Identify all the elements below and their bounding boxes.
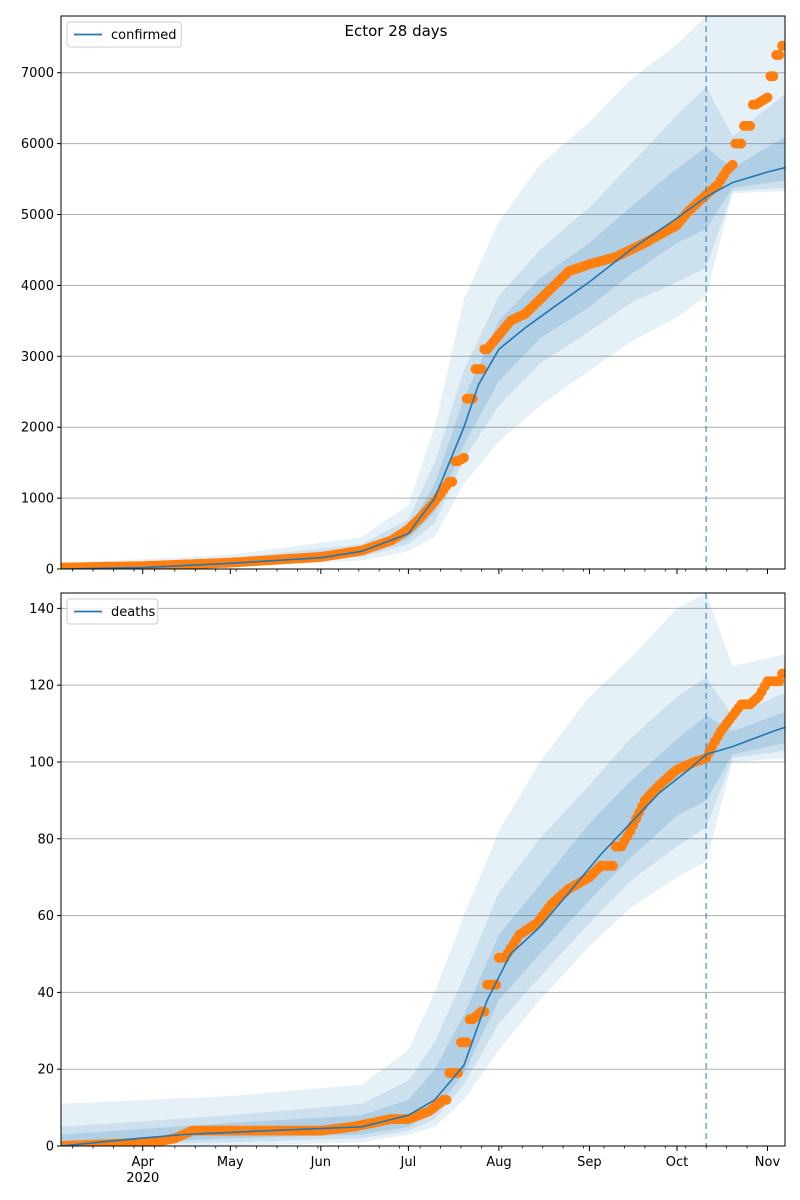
observed-point bbox=[441, 1094, 452, 1105]
observed-point bbox=[736, 138, 747, 149]
x-tick-label: Nov bbox=[755, 1155, 781, 1170]
legend-label: deaths bbox=[111, 605, 156, 620]
plot-area bbox=[61, 593, 785, 1146]
uncertainty-band-mid bbox=[61, 677, 785, 1146]
observed-point bbox=[461, 1037, 472, 1048]
y-tick-label: 0 bbox=[46, 563, 54, 578]
y-tick-label: 6000 bbox=[21, 137, 54, 152]
observed-point bbox=[777, 40, 785, 51]
uncertainty-band-inner bbox=[61, 136, 785, 569]
model-median-line bbox=[61, 726, 785, 1146]
x-year-label: 2020 bbox=[126, 1171, 159, 1186]
observed-point bbox=[762, 92, 773, 103]
chart-panel-2: 0 20 40 60 80 100 120 140 Apr May Jun Jul Aug Sep Oct N… bbox=[29, 592, 786, 1186]
observed-point bbox=[768, 71, 779, 82]
observed-point bbox=[745, 120, 755, 131]
x-tick-label: Apr bbox=[131, 1155, 154, 1170]
observed-point bbox=[774, 50, 785, 60]
plot-area bbox=[61, 16, 785, 569]
legend: confirmed bbox=[66, 21, 182, 48]
x-tick-label: Sep bbox=[577, 1155, 602, 1170]
y-tick-label: 120 bbox=[29, 679, 54, 694]
y-tick-label: 60 bbox=[37, 909, 54, 924]
observed-point bbox=[447, 476, 458, 487]
x-tick-label: Oct bbox=[666, 1155, 688, 1170]
y-tick-label: 140 bbox=[29, 602, 54, 617]
chart-title: Ector 28 days bbox=[345, 22, 448, 40]
y-tick-label: 7000 bbox=[21, 66, 54, 81]
y-tick-label: 1000 bbox=[21, 492, 54, 507]
observed-point bbox=[458, 452, 469, 463]
y-tick-label: 20 bbox=[37, 1063, 54, 1078]
uncertainty-band-inner bbox=[61, 712, 785, 1146]
y-tick-label: 3000 bbox=[21, 350, 54, 365]
y-tick-label: 4000 bbox=[21, 279, 54, 294]
y-tick-label: 100 bbox=[29, 755, 54, 770]
observed-point bbox=[476, 364, 487, 375]
x-tick-label: May bbox=[217, 1155, 244, 1170]
x-tick-label: Jul bbox=[400, 1155, 417, 1170]
y-tick-label: 40 bbox=[37, 986, 54, 1001]
observed-point bbox=[607, 860, 618, 871]
legend: deaths bbox=[66, 598, 159, 625]
legend-label: confirmed bbox=[111, 28, 177, 43]
x-tick-label: Aug bbox=[486, 1155, 511, 1170]
legend-box bbox=[66, 21, 182, 48]
uncertainty-band-outer bbox=[61, 16, 785, 569]
axes-frame bbox=[60, 592, 786, 1147]
observed-point bbox=[727, 159, 738, 170]
y-tick-label: 5000 bbox=[21, 208, 54, 223]
y-tick-label: 2000 bbox=[21, 421, 54, 436]
chart-panel-1: 0 1000 2000 3000 4000 5000 6000 7000 Ector 28 da… bbox=[21, 15, 786, 578]
legend-box bbox=[66, 598, 159, 625]
axes-frame bbox=[60, 15, 786, 570]
uncertainty-band-outer bbox=[61, 593, 785, 1146]
uncertainty-band-mid bbox=[61, 86, 785, 569]
observed-point bbox=[777, 668, 785, 679]
x-tick-label: Jun bbox=[310, 1155, 331, 1170]
y-tick-label: 80 bbox=[37, 832, 54, 847]
y-tick-label: 0 bbox=[46, 1140, 54, 1155]
observed-point bbox=[774, 676, 785, 687]
